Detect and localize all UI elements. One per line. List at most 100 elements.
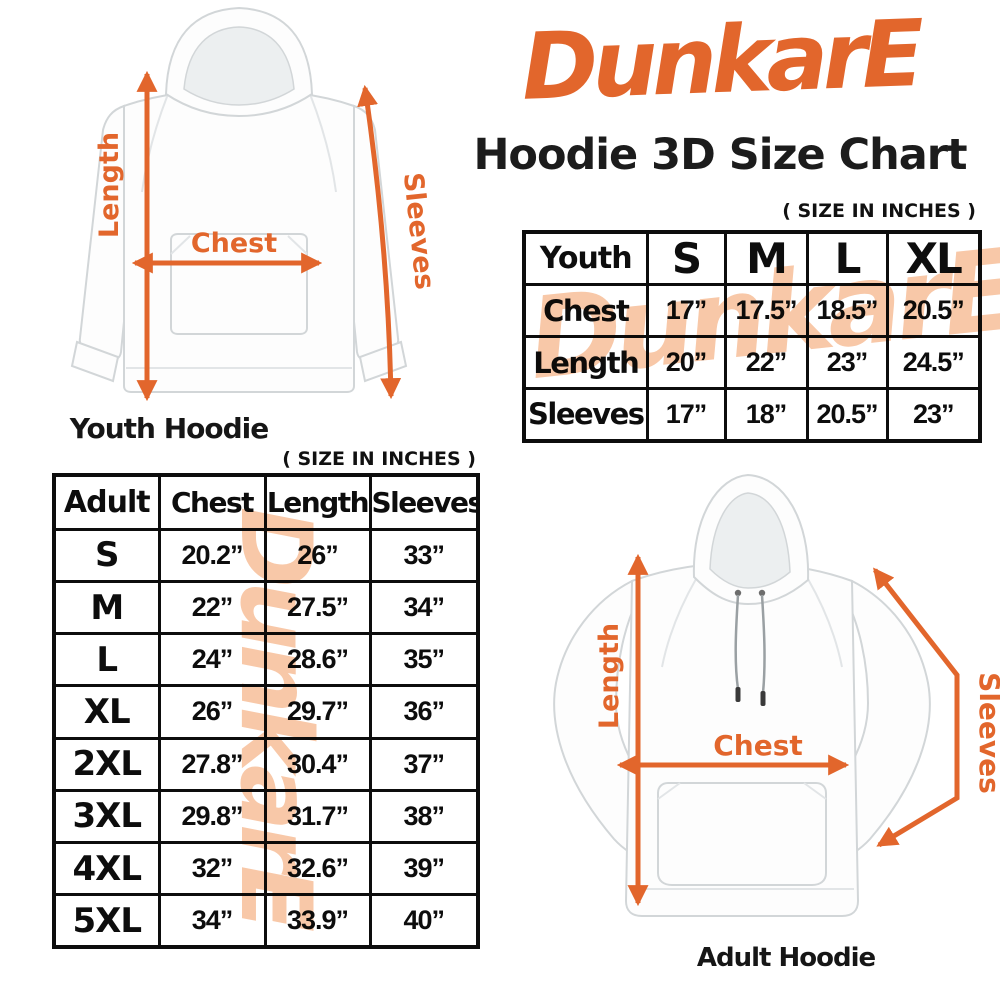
youth-value-cell: 23” bbox=[805, 335, 889, 390]
adult-size-label: 4XL bbox=[52, 841, 161, 897]
adult-header-row: Adult Chest Length Sleeves bbox=[52, 473, 480, 531]
adult-size-table: Adult Chest Length Sleeves S 20.2” 26” 3… bbox=[52, 473, 480, 949]
youth-pocket-openings bbox=[170, 235, 308, 255]
adult-value-cell: 32” bbox=[157, 841, 267, 897]
adult-value-cell: 22” bbox=[157, 579, 267, 636]
youth-hood-opening bbox=[183, 26, 295, 106]
adult-value-cell: 39” bbox=[368, 841, 480, 897]
youth-row-label: Length bbox=[522, 335, 649, 390]
youth-value-cell: 20.5” bbox=[885, 283, 982, 338]
adult-size-label: 2XL bbox=[52, 736, 161, 792]
youth-corner-cell: Youth bbox=[522, 230, 649, 286]
adult-hoodie-illustration: Length Chest Sleeves bbox=[553, 473, 1000, 917]
adult-value-cell: 29.7” bbox=[263, 684, 372, 740]
adult-value-cell: 30.4” bbox=[263, 736, 372, 792]
youth-value-cell: 17.5” bbox=[723, 283, 809, 338]
adult-value-cell: 20.2” bbox=[157, 527, 267, 583]
youth-chest-label: Chest bbox=[191, 228, 277, 259]
youth-value-cell: 20” bbox=[645, 335, 727, 390]
youth-length-row: Length 20” 22” 23” 24.5” bbox=[522, 335, 982, 390]
youth-hoodie-caption: Youth Hoodie bbox=[69, 412, 269, 445]
adult-corner-cell: Adult bbox=[52, 473, 161, 531]
youth-hoodie-diagram: Length Chest Sleeves Youth Hoodie bbox=[20, 0, 460, 450]
adult-size-row: 2XL 27.8” 30.4” 37” bbox=[52, 736, 480, 792]
adult-value-cell: 34” bbox=[157, 893, 267, 949]
adult-value-cell: 27.8” bbox=[157, 736, 267, 792]
youth-size-header: L bbox=[805, 230, 889, 286]
adult-left-drawstring bbox=[734, 594, 740, 690]
adult-value-cell: 29.8” bbox=[157, 788, 267, 845]
youth-right-raglan-seam bbox=[309, 93, 337, 193]
adult-value-cell: 37” bbox=[368, 736, 480, 792]
page-title: Hoodie 3D Size Chart bbox=[473, 130, 967, 180]
adult-right-aglet bbox=[760, 691, 766, 706]
adult-chest-label: Chest bbox=[713, 729, 803, 762]
adult-size-row: 4XL 32” 32.6” 39” bbox=[52, 841, 480, 897]
adult-col-header: Chest bbox=[157, 473, 267, 531]
youth-value-cell: 17” bbox=[645, 387, 727, 442]
adult-value-cell: 40” bbox=[368, 893, 480, 949]
adult-size-label: 5XL bbox=[52, 893, 161, 949]
adult-value-cell: 33.9” bbox=[263, 893, 372, 949]
youth-chest-row: Chest 17” 17.5” 18.5” 20.5” bbox=[522, 283, 982, 338]
adult-left-raglan-seam bbox=[661, 578, 697, 668]
adult-hoodie-caption: Adult Hoodie bbox=[696, 943, 876, 973]
youth-row-label: Chest bbox=[522, 283, 649, 338]
youth-value-cell: 24.5” bbox=[885, 335, 982, 390]
adult-size-label: 3XL bbox=[52, 788, 161, 845]
youth-value-cell: 22” bbox=[723, 335, 809, 390]
youth-value-cell: 20.5” bbox=[805, 387, 889, 442]
adult-hood-opening bbox=[709, 492, 791, 589]
adult-right-eyelet bbox=[758, 589, 766, 597]
adult-value-cell: 31.7” bbox=[263, 788, 372, 845]
adult-value-cell: 34” bbox=[368, 579, 480, 636]
adult-size-note: ( SIZE IN INCHES ) bbox=[282, 448, 476, 470]
adult-col-header: Sleeves bbox=[368, 473, 480, 531]
adult-value-cell: 26” bbox=[157, 684, 267, 740]
youth-length-label: Length bbox=[94, 132, 125, 238]
youth-header-row: Youth S M L XL bbox=[522, 230, 982, 286]
adult-right-raglan-seam bbox=[807, 578, 843, 668]
adult-size-row: XL 26” 29.7” 36” bbox=[52, 684, 480, 740]
adult-value-cell: 35” bbox=[368, 632, 480, 688]
youth-size-header: S bbox=[645, 230, 727, 286]
youth-sleeves-row: Sleeves 17” 18” 20.5” 23” bbox=[522, 387, 982, 442]
youth-value-cell: 18” bbox=[723, 387, 809, 442]
youth-sleeves-arrow bbox=[357, 84, 402, 400]
adult-size-label: M bbox=[52, 579, 161, 636]
adult-value-cell: 28.6” bbox=[263, 632, 372, 688]
youth-row-label: Sleeves bbox=[522, 387, 649, 442]
adult-size-label: S bbox=[52, 527, 161, 583]
youth-value-cell: 18.5” bbox=[805, 283, 889, 338]
adult-size-label: L bbox=[52, 632, 161, 688]
youth-hoodie-illustration: Length Chest Sleeves bbox=[70, 6, 440, 402]
adult-value-cell: 24” bbox=[157, 632, 267, 688]
adult-size-row: S 20.2” 26” 33” bbox=[52, 527, 480, 583]
youth-size-note: ( SIZE IN INCHES ) bbox=[782, 200, 976, 222]
adult-value-cell: 38” bbox=[368, 788, 480, 845]
adult-value-cell: 27.5” bbox=[263, 579, 372, 636]
youth-size-table: Youth S M L XL Chest 17” 17.5” 18.5” 20.… bbox=[522, 230, 982, 443]
adult-size-label: XL bbox=[52, 684, 161, 740]
adult-right-drawstring bbox=[760, 594, 766, 694]
adult-size-row: 5XL 34” 33.9” 40” bbox=[52, 893, 480, 949]
youth-sleeves-label: Sleeves bbox=[397, 171, 440, 291]
adult-value-cell: 36” bbox=[368, 684, 480, 740]
youth-value-cell: 17” bbox=[645, 283, 727, 338]
adult-pocket bbox=[657, 782, 827, 886]
adult-left-eyelet bbox=[734, 589, 742, 597]
adult-left-aglet bbox=[735, 687, 741, 702]
adult-hoodie-diagram: Length Chest Sleeves Adult Hoodie bbox=[490, 465, 1000, 1000]
adult-size-row: L 24” 28.6” 35” bbox=[52, 632, 480, 688]
adult-size-row: M 22” 27.5” 34” bbox=[52, 579, 480, 636]
youth-size-header: M bbox=[723, 230, 809, 286]
adult-size-row: 3XL 29.8” 31.7” 38” bbox=[52, 788, 480, 845]
youth-value-cell: 23” bbox=[885, 387, 982, 442]
adult-value-cell: 33” bbox=[368, 527, 480, 583]
adult-length-label: Length bbox=[594, 623, 625, 729]
youth-left-cuff bbox=[70, 340, 120, 383]
adult-col-header: Length bbox=[263, 473, 372, 531]
brand-logo: DunkarE bbox=[519, 0, 921, 121]
adult-value-cell: 26” bbox=[263, 527, 372, 583]
